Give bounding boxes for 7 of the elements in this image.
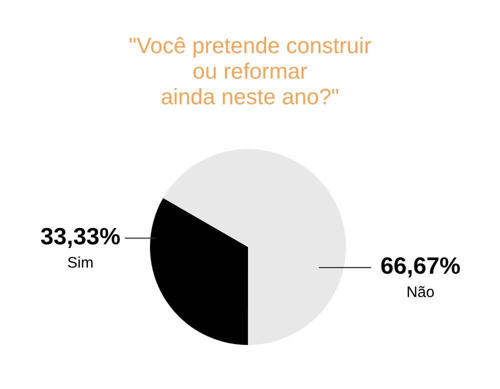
pie-slice <box>163 149 346 346</box>
pie-slice <box>150 198 248 346</box>
chart-title: "Você pretende construir ou reformar ainda neste ano?" <box>130 36 371 104</box>
slice-label: Sim <box>68 256 93 268</box>
slice-label: Não <box>408 286 434 298</box>
data-label: 66,67% <box>381 257 460 278</box>
data-label: 33,33% <box>40 228 120 248</box>
